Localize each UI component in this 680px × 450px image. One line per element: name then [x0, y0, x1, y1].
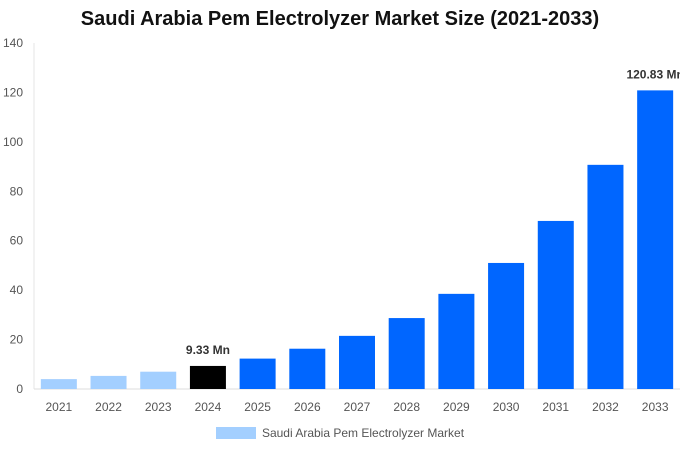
- x-tick-label: 2027: [344, 400, 371, 414]
- x-tick-label: 2023: [145, 400, 172, 414]
- bar-2032: [587, 164, 624, 389]
- legend[interactable]: Saudi Arabia Pem Electrolyzer Market: [0, 426, 680, 440]
- x-tick-label: 2025: [244, 400, 271, 414]
- bar-2029: [438, 293, 475, 389]
- x-tick-label: 2028: [393, 400, 420, 414]
- x-tick-label: 2030: [493, 400, 520, 414]
- chart-title: Saudi Arabia Pem Electrolyzer Market Siz…: [80, 8, 600, 30]
- y-tick-label: 140: [3, 36, 23, 50]
- y-tick-label: 20: [10, 333, 24, 347]
- x-tick-label: 2022: [95, 400, 122, 414]
- bar-2026: [289, 348, 326, 389]
- x-tick-label: 2032: [592, 400, 619, 414]
- bar-2022: [90, 375, 127, 389]
- bar-2030: [488, 262, 525, 389]
- y-tick-label: 120: [3, 85, 23, 99]
- x-tick-label: 2029: [443, 400, 470, 414]
- x-tick-label: 2026: [294, 400, 321, 414]
- x-tick-label: 2021: [45, 400, 72, 414]
- bar-2023: [140, 371, 177, 389]
- y-tick-label: 80: [10, 184, 24, 198]
- y-tick-label: 60: [10, 234, 24, 248]
- legend-swatch: [215, 427, 256, 439]
- bar-2033: [637, 90, 674, 389]
- y-tick-label: 40: [10, 283, 24, 297]
- y-tick-label: 100: [3, 135, 23, 149]
- y-tick-label: 0: [16, 382, 23, 396]
- data-label-2024: 9.33 Mn: [186, 343, 230, 357]
- x-tick-label: 2024: [195, 400, 222, 414]
- legend-label: Saudi Arabia Pem Electrolyzer Market: [261, 426, 465, 440]
- bar-2024: [189, 365, 226, 389]
- bar-2028: [388, 318, 425, 389]
- bar-2025: [239, 358, 276, 389]
- data-label-2033: 120.83 Mn: [626, 67, 680, 81]
- x-tick-label: 2033: [642, 400, 669, 414]
- bar-2027: [339, 335, 375, 389]
- bar-2031: [537, 220, 574, 389]
- bar-2021: [40, 379, 77, 389]
- x-tick-label: 2031: [542, 400, 569, 414]
